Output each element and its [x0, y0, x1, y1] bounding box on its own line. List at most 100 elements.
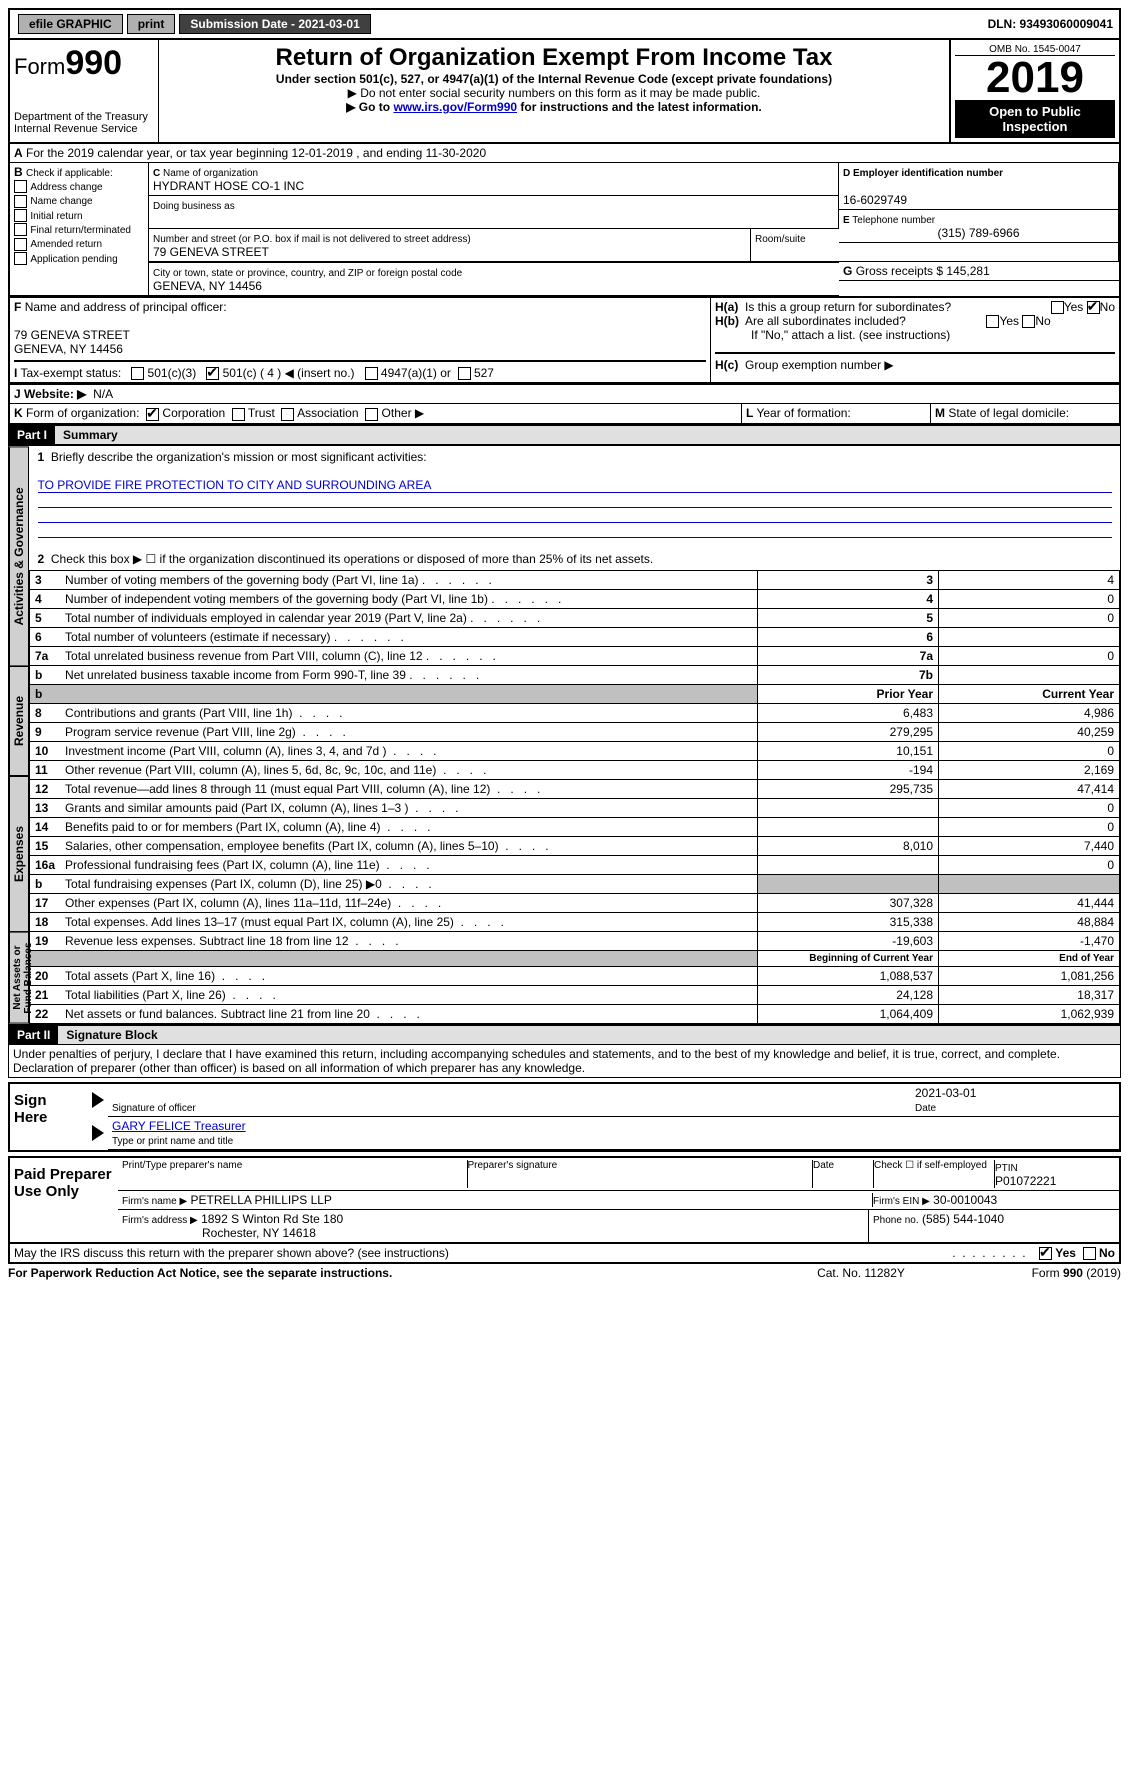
ck-b[interactable] — [14, 209, 27, 222]
form-word: Form — [14, 54, 65, 79]
officer-addr2: GENEVA, NY 14456 — [14, 342, 123, 356]
ck-b[interactable] — [14, 180, 27, 193]
officer-name[interactable]: GARY FELICE Treasurer — [112, 1119, 246, 1133]
discuss-row: May the IRS discuss this return with the… — [8, 1244, 1121, 1264]
hc-lbl: Group exemption number ▶ — [745, 358, 894, 372]
assoc: Association — [297, 406, 358, 420]
part1-lbl: Part I — [9, 426, 55, 444]
efile-btn[interactable]: efile GRAPHIC — [18, 14, 123, 34]
part2-title: Signature Block — [58, 1026, 165, 1044]
k-lbl: Form of organization: — [26, 406, 139, 420]
ck-corp[interactable] — [146, 408, 159, 421]
fein: 30-0010043 — [933, 1193, 997, 1207]
part1-hdr: Part ISummary — [8, 425, 1121, 445]
boy-hdr: Beginning of Current Year — [809, 953, 933, 964]
website: N/A — [93, 387, 113, 401]
summary-table: 1 Briefly describe the organization's mi… — [29, 446, 1120, 1024]
prior-hdr: Prior Year — [877, 687, 933, 701]
room-lbl: Room/suite — [755, 234, 806, 245]
ck-b[interactable] — [14, 195, 27, 208]
irs-link[interactable]: www.irs.gov/Form990 — [393, 100, 517, 114]
firm: PETRELLA PHILLIPS LLP — [191, 1193, 332, 1207]
subtitle3: ▶ Go to www.irs.gov/Form990 for instruct… — [163, 100, 945, 114]
ck-b[interactable] — [14, 238, 27, 251]
corp: Corporation — [162, 406, 225, 420]
line-a: A For the 2019 calendar year, or tax yea… — [8, 144, 1121, 163]
ck-trust[interactable] — [232, 408, 245, 421]
tax-year: 2019 — [955, 56, 1115, 100]
print-btn[interactable]: print — [127, 14, 176, 34]
ein-lbl: Employer identification number — [853, 168, 1003, 179]
mission-lbl: Briefly describe the organization's miss… — [51, 450, 427, 464]
faddr-lbl: Firm's address ▶ — [122, 1215, 198, 1226]
faddr2: Rochester, NY 14618 — [202, 1226, 316, 1240]
sig-lbl: Signature of officer — [112, 1103, 196, 1114]
ck-501c3[interactable] — [131, 367, 144, 380]
prep-name-lbl: Print/Type preparer's name — [122, 1160, 468, 1188]
ein: 16-6029749 — [843, 193, 907, 207]
paid-title: Paid Preparer Use Only — [10, 1158, 118, 1242]
prep-sig-lbl: Preparer's signature — [468, 1160, 814, 1188]
tel: (315) 789-6966 — [843, 226, 1114, 240]
ck-discuss-yes[interactable] — [1039, 1247, 1052, 1260]
cat: Cat. No. 11282Y — [761, 1266, 961, 1280]
b-opt: Initial return — [30, 211, 82, 222]
ck-discuss-no[interactable] — [1083, 1247, 1096, 1260]
ha-lbl: Is this a group return for subordinates? — [745, 300, 951, 314]
street: 79 GENEVA STREET — [153, 245, 269, 259]
ck-ha-yes[interactable] — [1051, 301, 1064, 314]
prep-date-lbl: Date — [813, 1160, 874, 1188]
discuss-q: May the IRS discuss this return with the… — [14, 1246, 952, 1260]
firm-lbl: Firm's name ▶ — [122, 1196, 187, 1207]
sign-here-lbl: Sign Here — [10, 1084, 88, 1150]
ck-assoc[interactable] — [281, 408, 294, 421]
officer-addr1: 79 GENEVA STREET — [14, 328, 130, 342]
mission: TO PROVIDE FIRE PROTECTION TO CITY AND S… — [38, 478, 1112, 493]
form-header: Form990 Department of the Treasury Inter… — [8, 40, 1121, 144]
tel-lbl: Telephone number — [852, 215, 935, 226]
form-foot: Form 990 (2019) — [1032, 1266, 1121, 1280]
part1-title: Summary — [55, 426, 126, 444]
org-name: HYDRANT HOSE CO-1 INC — [153, 179, 304, 193]
m-lbl: State of legal domicile: — [948, 406, 1069, 420]
uline1 — [38, 493, 1112, 508]
selfemp: Check ☐ if self-employed — [874, 1160, 995, 1188]
officer-lbl: Name and address of principal officer: — [25, 300, 227, 314]
phone-lbl: Phone no. — [873, 1215, 919, 1226]
ck-501c[interactable] — [206, 367, 219, 380]
o-4947: 4947(a)(1) or — [381, 366, 451, 380]
perjury: Under penalties of perjury, I declare th… — [8, 1045, 1121, 1078]
phone: (585) 544-1040 — [922, 1212, 1004, 1226]
sign-here: Sign Here Signature of officer 2021-03-0… — [8, 1082, 1121, 1152]
entity-block: B Check if applicable: Address change Na… — [8, 163, 1121, 296]
pra: For Paperwork Reduction Act Notice, see … — [8, 1266, 392, 1280]
o-527: 527 — [474, 366, 494, 380]
website-lbl: Website: ▶ — [24, 387, 86, 401]
other: Other ▶ — [382, 406, 425, 420]
ck-b[interactable] — [14, 252, 27, 265]
date-lbl: Date — [915, 1103, 936, 1114]
b-opt: Address change — [30, 182, 102, 193]
ptin: P01072221 — [995, 1174, 1056, 1188]
ptin-lbl: PTIN — [995, 1163, 1018, 1174]
tax-status-lbl: Tax-exempt status: — [20, 366, 121, 380]
ck-527[interactable] — [458, 367, 471, 380]
name-lbl: Name of organization — [163, 168, 258, 179]
ck-hb-no[interactable] — [1022, 315, 1035, 328]
no2: No — [1035, 314, 1050, 328]
name-lbl2: Type or print name and title — [112, 1136, 233, 1147]
tab-revenue: Revenue — [9, 666, 29, 776]
b-opt: Name change — [30, 196, 92, 207]
ck-ha-no[interactable] — [1087, 301, 1100, 314]
part2-lbl: Part II — [9, 1026, 58, 1044]
curr-hdr: Current Year — [1042, 687, 1114, 701]
ck-hb-yes[interactable] — [986, 315, 999, 328]
sig-date: 2021-03-01 — [915, 1086, 976, 1100]
form-title: Return of Organization Exempt From Incom… — [163, 44, 945, 72]
ck-b[interactable] — [14, 223, 27, 236]
dn: No — [1099, 1246, 1115, 1260]
dln: DLN: 93493060009041 — [982, 15, 1119, 33]
ck-4947[interactable] — [365, 367, 378, 380]
city-lbl: City or town, state or province, country… — [153, 268, 462, 279]
ck-other[interactable] — [365, 408, 378, 421]
